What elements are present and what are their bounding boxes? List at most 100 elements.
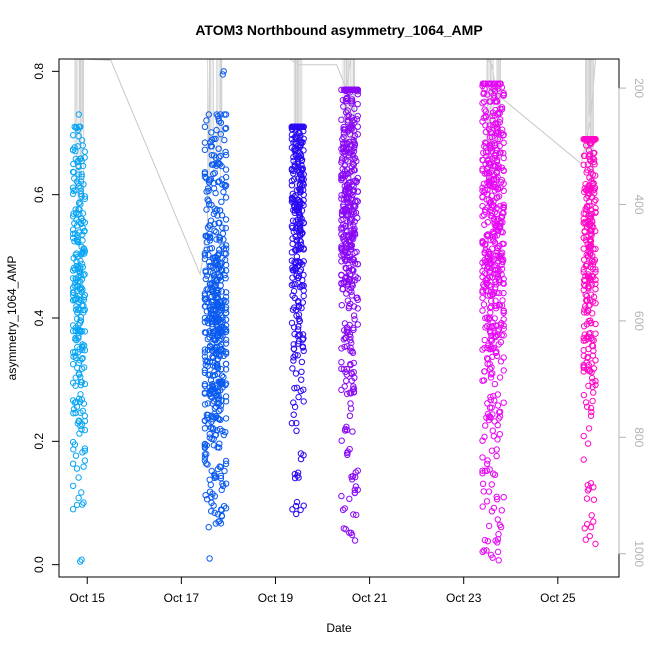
data-point [348, 126, 355, 133]
data-point [297, 155, 304, 162]
data-point [295, 123, 303, 131]
data-point [211, 292, 218, 299]
y-tick-label: 0.2 [32, 433, 46, 450]
data-point [493, 223, 500, 230]
data-point [588, 185, 595, 192]
data-point [78, 379, 86, 386]
y-tick-label: 0.6 [32, 186, 46, 203]
data-point [341, 162, 348, 169]
data-point [70, 406, 78, 413]
data-point [206, 342, 214, 350]
data-point [207, 481, 215, 488]
data-point [350, 359, 357, 367]
data-point [482, 128, 490, 136]
y-axis: 0.0 0.2 0.4 0.6 0.8 [32, 63, 60, 573]
data-point [349, 267, 356, 274]
data-point [298, 304, 305, 312]
data-point [215, 145, 222, 152]
data-point [77, 314, 85, 321]
data-point [210, 135, 217, 143]
data-point [500, 180, 507, 187]
data-point [79, 286, 86, 293]
data-point [211, 474, 218, 481]
data-point [491, 155, 498, 162]
data-point [79, 344, 86, 351]
data-point [210, 354, 217, 361]
data-point [209, 388, 217, 395]
series-points [338, 86, 361, 544]
data-point [340, 201, 347, 209]
data-point [214, 363, 221, 370]
data-point [69, 482, 77, 489]
data-point [214, 511, 222, 518]
data-point [489, 290, 497, 297]
data-point [202, 329, 210, 336]
data-point [590, 518, 597, 525]
data-point [582, 291, 589, 298]
data-point [592, 286, 599, 293]
data-point [222, 340, 230, 347]
data-point [342, 264, 349, 271]
data-point [69, 132, 77, 139]
data-point [349, 232, 356, 239]
data-point [479, 548, 486, 556]
data-point [210, 413, 217, 421]
data-point [486, 360, 493, 368]
data-point [587, 263, 594, 271]
x-axis: Oct 15 Oct 17 Oct 19 Oct 21 Oct 23 Oct 25 [70, 576, 576, 605]
data-point [206, 328, 213, 335]
data-point [222, 242, 230, 249]
data-point [222, 183, 229, 190]
data-point [217, 332, 224, 339]
data-point [490, 92, 498, 99]
data-point [347, 203, 354, 211]
data-point [488, 364, 495, 371]
data-point [298, 368, 305, 375]
data-point [211, 410, 218, 418]
data-point [201, 123, 209, 131]
data-point [586, 532, 593, 540]
data-point [80, 400, 88, 407]
data-point [346, 219, 354, 226]
data-point [494, 252, 501, 259]
data-point [72, 210, 80, 217]
data-point [76, 206, 83, 213]
data-point [201, 173, 209, 180]
data-point [496, 279, 503, 286]
data-point [210, 426, 217, 433]
data-point [481, 536, 489, 544]
data-point [482, 422, 489, 429]
data-point [339, 506, 347, 514]
data-point [81, 364, 88, 371]
y-axis-label: asymmetry_1064_AMP [5, 256, 19, 381]
data-point [343, 343, 351, 350]
data-point [354, 294, 361, 301]
data-point [208, 152, 216, 159]
data-point [202, 268, 210, 276]
data-point [213, 126, 220, 134]
data-point [212, 403, 220, 410]
data-point [498, 256, 505, 264]
data-point [217, 261, 224, 268]
data-point [484, 400, 491, 407]
data-point [493, 262, 500, 269]
data-point [354, 100, 361, 108]
data-point [492, 183, 500, 191]
data-point [72, 155, 80, 163]
data-point [344, 158, 352, 165]
data-point [203, 239, 211, 246]
data-point [297, 181, 304, 189]
data-point [338, 345, 345, 352]
data-point [500, 139, 507, 147]
data-point [222, 460, 230, 467]
data-point [300, 246, 307, 253]
data-point [590, 496, 598, 503]
data-point [205, 197, 212, 205]
data-point [293, 384, 301, 391]
data-point [351, 489, 358, 497]
data-point [74, 238, 81, 246]
data-point [479, 467, 486, 474]
data-point [339, 149, 346, 156]
data-point [74, 235, 82, 242]
data-point [351, 486, 358, 493]
